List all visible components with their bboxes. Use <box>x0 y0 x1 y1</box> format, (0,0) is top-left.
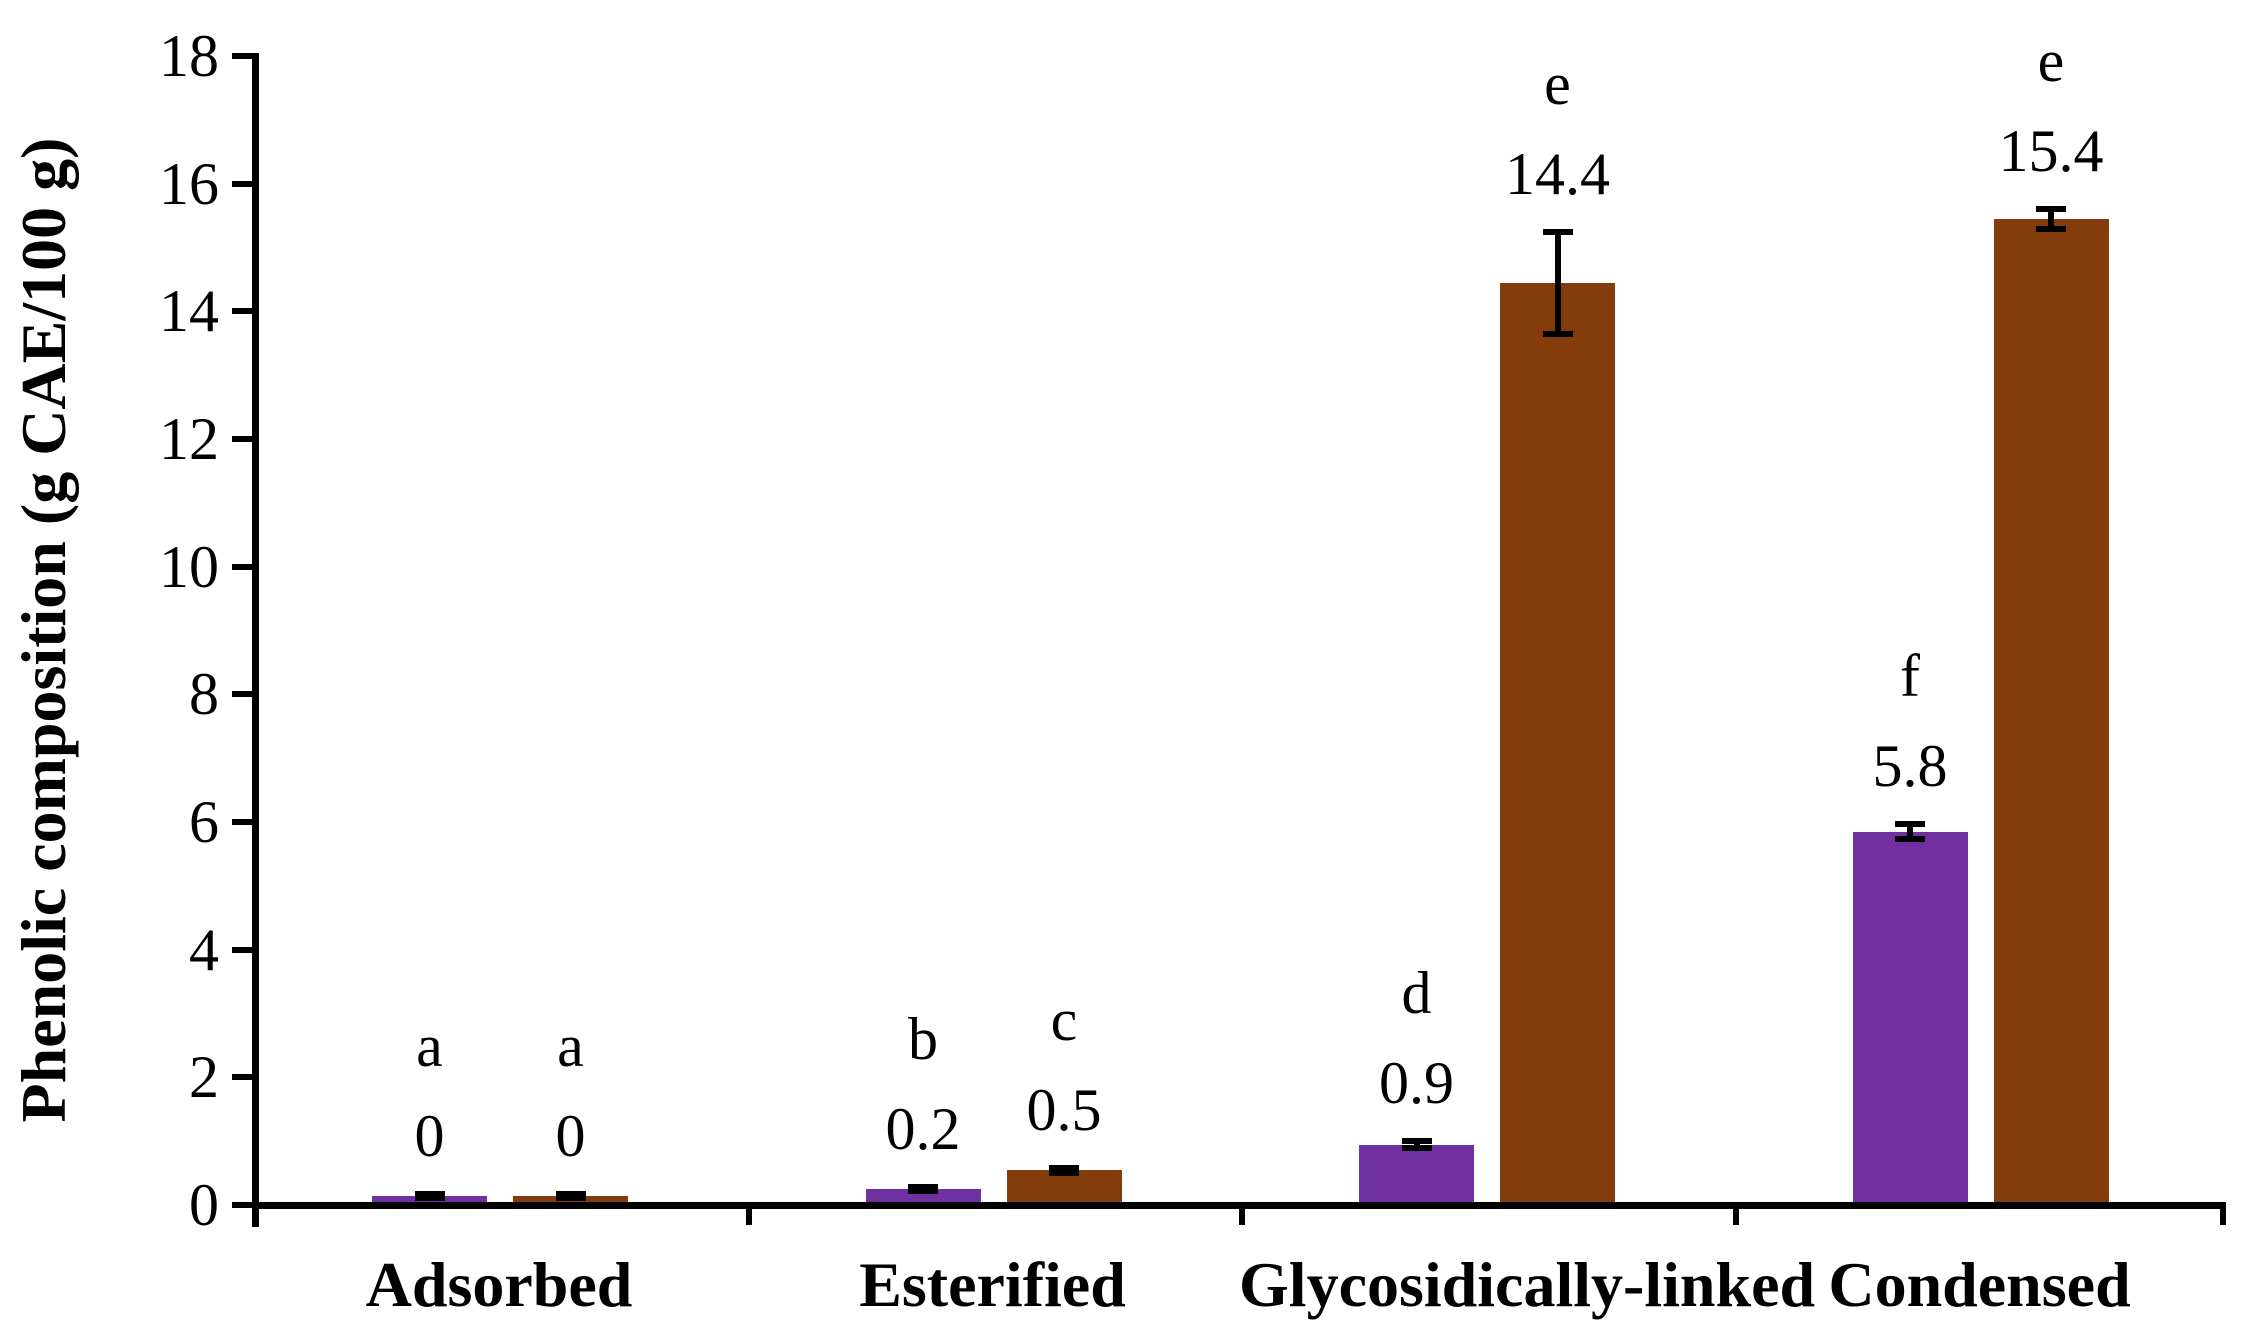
error-bar-line <box>1907 824 1913 840</box>
significance-letter: e <box>1544 50 1571 117</box>
y-tick-label: 18 <box>159 23 219 89</box>
error-bar-cap <box>1895 821 1925 828</box>
value-label: 0 <box>555 1103 586 1170</box>
error-bar-line <box>1554 231 1561 334</box>
y-tick-label: 6 <box>189 789 219 855</box>
y-tick-label: 0 <box>189 1172 219 1238</box>
error-bar-cap <box>2036 226 2066 233</box>
x-tick-mark <box>252 1202 258 1225</box>
bar-brown-series-condensed <box>1993 218 2109 1202</box>
x-tick-mark <box>2220 1202 2226 1225</box>
significance-letter: e <box>2037 27 2065 94</box>
y-axis-line <box>252 53 259 1227</box>
error-bar-cap <box>908 1188 938 1195</box>
significance-letter: c <box>1050 986 1078 1053</box>
x-tick-mark <box>1732 1202 1739 1225</box>
value-label: 15.4 <box>1998 117 2104 184</box>
bar-purple-series-glycosidically-linked <box>1359 1144 1474 1202</box>
y-tick-mark <box>232 1074 252 1081</box>
value-label: 0 <box>414 1103 445 1170</box>
x-category-label-glycosidically-linked: Glycosidically-linked <box>1239 1249 1816 1320</box>
y-tick-mark <box>232 946 252 953</box>
error-bar-cap <box>414 1194 445 1201</box>
y-tick-label: 12 <box>159 406 219 472</box>
error-bar-cap <box>2036 205 2066 212</box>
significance-letter: f <box>1900 643 1920 710</box>
y-tick-mark <box>232 308 252 315</box>
y-tick-mark <box>232 436 252 442</box>
bar-purple-series-condensed <box>1852 831 1968 1202</box>
error-bar-cap <box>1401 1144 1432 1151</box>
error-bar-cap <box>1049 1169 1079 1176</box>
y-tick-mark <box>232 1202 252 1208</box>
bar-purple-series-esterified <box>865 1189 981 1202</box>
y-tick-mark <box>232 53 252 59</box>
significance-letter: b <box>908 1006 938 1073</box>
y-tick-mark <box>232 563 252 570</box>
x-category-label-adsorbed: Adsorbed <box>365 1249 633 1320</box>
error-bar-line <box>2048 208 2054 230</box>
y-tick-mark <box>232 819 252 825</box>
error-bar-cap <box>555 1194 586 1201</box>
error-bar-line <box>1413 1141 1420 1148</box>
y-tick-label: 2 <box>189 1044 219 1111</box>
value-label: 0.2 <box>885 1096 961 1163</box>
significance-letter: a <box>416 1013 443 1080</box>
error-bar-cap <box>414 1191 445 1198</box>
error-bar-cap <box>1049 1164 1079 1171</box>
y-tick-label: 14 <box>159 278 219 345</box>
value-label: 5.8 <box>1872 733 1948 800</box>
x-category-label-esterified: Esterified <box>859 1249 1126 1320</box>
significance-letter: a <box>557 1013 584 1080</box>
error-bar-cap <box>1542 330 1573 337</box>
y-tick-mark <box>232 691 252 698</box>
y-tick-label: 4 <box>189 916 219 983</box>
value-label: 14.4 <box>1505 140 1610 207</box>
y-tick-label: 8 <box>189 661 219 728</box>
y-tick-label: 10 <box>159 533 219 600</box>
error-bar-cap <box>1542 228 1573 235</box>
value-label: 0.9 <box>1379 1050 1454 1117</box>
error-bar-cap <box>1895 836 1925 843</box>
y-tick-mark <box>232 180 252 187</box>
value-label: 0.5 <box>1026 1076 1102 1143</box>
x-tick-mark <box>745 1202 752 1225</box>
error-bar-cap <box>1401 1138 1432 1145</box>
significance-letter: d <box>1401 960 1432 1027</box>
x-category-label-condensed: Condensed <box>1828 1249 2131 1320</box>
x-tick-mark <box>1239 1202 1245 1225</box>
y-tick-label: 16 <box>159 150 219 217</box>
error-bar-cap <box>555 1191 586 1198</box>
error-bar-cap <box>908 1184 938 1191</box>
bar-brown-series-glycosidically-linked <box>1500 282 1615 1202</box>
